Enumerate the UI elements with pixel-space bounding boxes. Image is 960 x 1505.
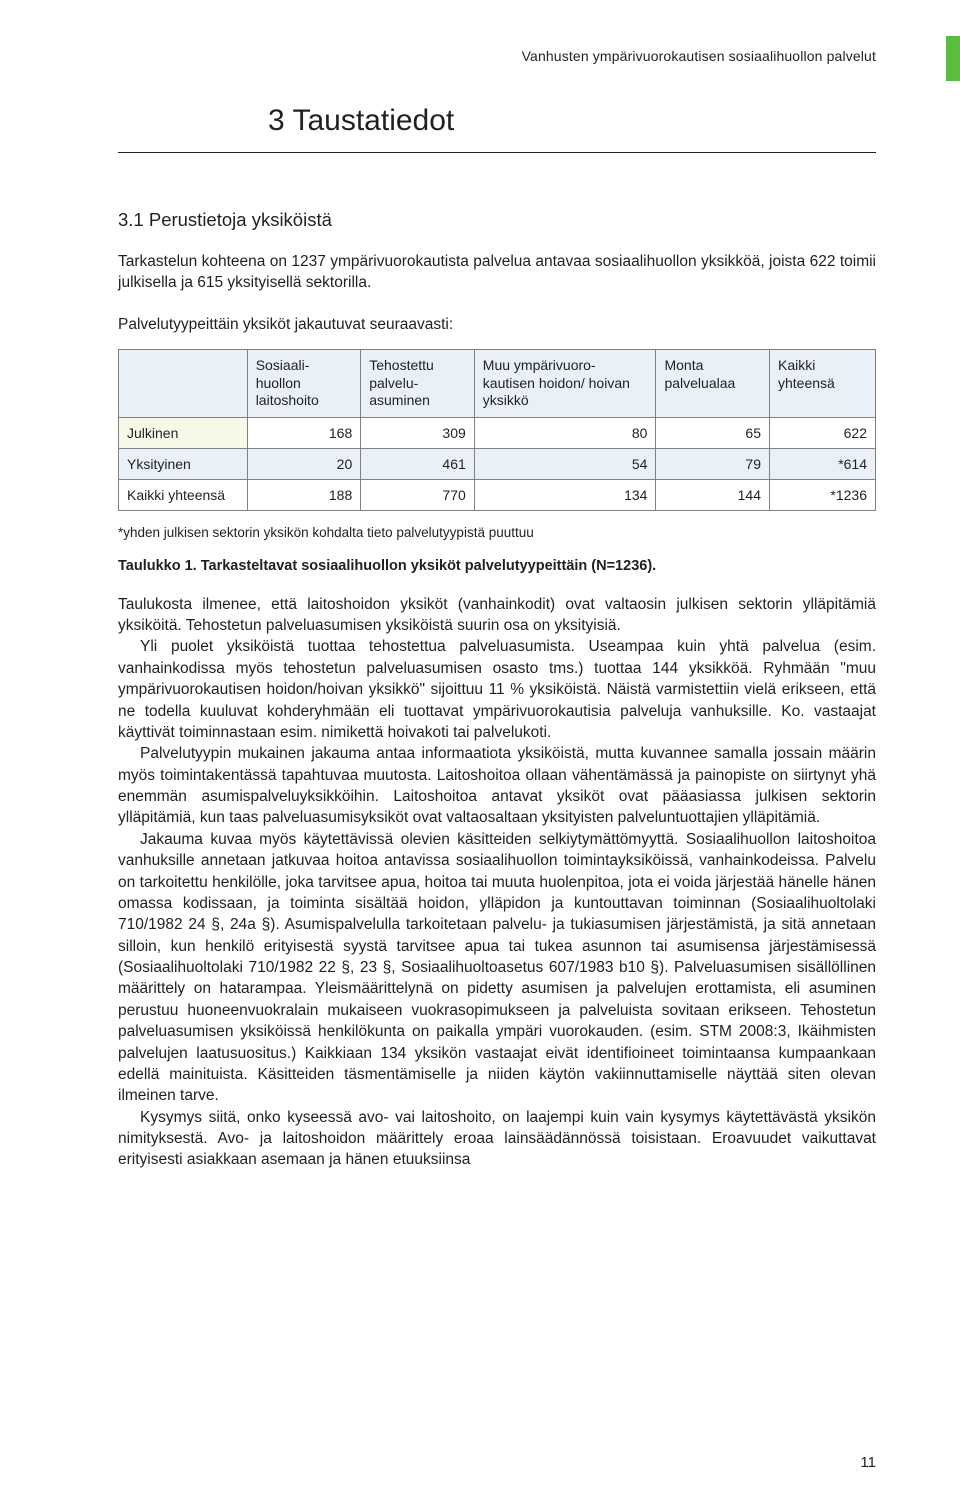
table-cell: 461	[361, 448, 475, 479]
table-cell: 188	[247, 479, 361, 510]
table-lead: Palvelutyypeittäin yksiköt jakautuvat se…	[118, 314, 876, 335]
table-cell: Kaikki yhteensä	[119, 479, 248, 510]
body-paragraph: Taulukosta ilmenee, että laitoshoidon yk…	[118, 594, 876, 637]
table-cell: 622	[770, 417, 876, 448]
table-cell: Yksityinen	[119, 448, 248, 479]
table-cell: 168	[247, 417, 361, 448]
table-cell: *614	[770, 448, 876, 479]
table-cell: 144	[656, 479, 770, 510]
body-paragraph: Palvelutyypin mukainen jakauma antaa inf…	[118, 743, 876, 829]
table-row: Julkinen1683098065622	[119, 417, 876, 448]
page-number: 11	[860, 1454, 876, 1471]
table-cell: Julkinen	[119, 417, 248, 448]
intro-paragraph: Tarkastelun kohteena on 1237 ympärivuoro…	[118, 251, 876, 294]
chapter-rule	[118, 152, 876, 153]
caption-label: Taulukko 1.	[118, 558, 201, 574]
table-cell: 134	[474, 479, 656, 510]
table-header-cell: Sosiaali- huollon laitoshoito	[247, 350, 361, 418]
unit-distribution-table: Sosiaali- huollon laitoshoito Tehostettu…	[118, 349, 876, 511]
table-row: Kaikki yhteensä188770134144*1236	[119, 479, 876, 510]
table-cell: 770	[361, 479, 475, 510]
table-header-cell: Tehostettu palvelu- asuminen	[361, 350, 475, 418]
table-header-cell: Kaikki yhteensä	[770, 350, 876, 418]
body-paragraph: Kysymys siitä, onko kyseessä avo- vai la…	[118, 1107, 876, 1171]
document-page: Vanhusten ympärivuorokautisen sosiaalihu…	[0, 0, 960, 1505]
table-footnote: *yhden julkisen sektorin yksikön kohdalt…	[118, 525, 876, 540]
table-header-cell: Monta palvelualaa	[656, 350, 770, 418]
caption-text: Tarkasteltavat sosiaalihuollon yksiköt p…	[201, 558, 656, 574]
table-header-cell: Muu ympärivuoro- kautisen hoidon/ hoivan…	[474, 350, 656, 418]
chapter-title: 3 Taustatiedot	[268, 104, 876, 138]
running-head: Vanhusten ympärivuorokautisen sosiaalihu…	[118, 48, 876, 64]
body-paragraph: Yli puolet yksiköistä tuottaa tehostettu…	[118, 636, 876, 743]
table-row: Yksityinen204615479*614	[119, 448, 876, 479]
table-cell: 79	[656, 448, 770, 479]
section-title: 3.1 Perustietoja yksiköistä	[118, 209, 876, 231]
table-cell: *1236	[770, 479, 876, 510]
table-cell: 309	[361, 417, 475, 448]
table-caption: Taulukko 1. Tarkasteltavat sosiaalihuoll…	[118, 558, 876, 574]
body-text-block: Taulukosta ilmenee, että laitoshoidon yk…	[118, 594, 876, 1171]
table-header-row: Sosiaali- huollon laitoshoito Tehostettu…	[119, 350, 876, 418]
table-cell: 54	[474, 448, 656, 479]
table-cell: 20	[247, 448, 361, 479]
section-color-tab	[946, 36, 960, 81]
table-header-cell	[119, 350, 248, 418]
body-paragraph: Jakauma kuvaa myös käytettävissä olevien…	[118, 829, 876, 1107]
table-cell: 65	[656, 417, 770, 448]
table-cell: 80	[474, 417, 656, 448]
